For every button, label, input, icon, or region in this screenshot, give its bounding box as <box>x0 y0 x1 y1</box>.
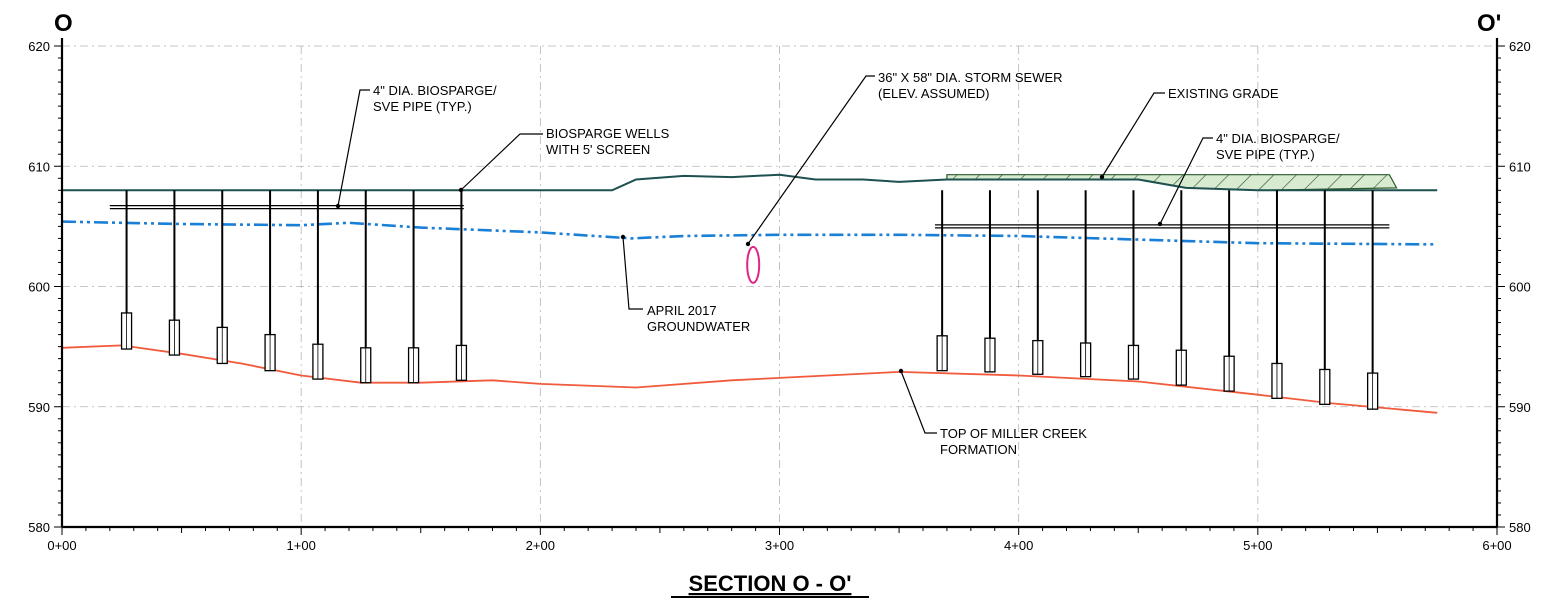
note-pipe-right-line1: 4" DIA. BIOSPARGE/ <box>1216 131 1340 146</box>
note-pipe-left-line1: 4" DIA. BIOSPARGE/ <box>373 83 497 98</box>
note-storm-sewer-line2: (ELEV. ASSUMED) <box>878 86 990 101</box>
note-storm-sewer: 36" X 58" DIA. STORM SEWER (ELEV. ASSUME… <box>878 70 1063 101</box>
svg-text:36" X 58" DIA. STORM SEWER: 36" X 58" DIA. STORM SEWER <box>878 70 1063 85</box>
note-pipe-left-line2: SVE PIPE (TYP.) <box>373 99 472 114</box>
elevation-label-left-1: 590 <box>28 400 50 415</box>
section-right-label: O' <box>1477 10 1501 37</box>
note-wells: BIOSPARGE WELLS WITH 5' SCREEN <box>546 126 670 157</box>
note-groundwater-line2: GROUNDWATER <box>647 319 750 334</box>
existing-grade-line <box>62 173 1438 192</box>
note-storm-sewer-line1: 36" X 58" DIA. STORM SEWER <box>878 70 1063 85</box>
storm-sewer-ellipse <box>746 245 761 284</box>
svg-text:GROUNDWATER: GROUNDWATER <box>647 319 750 334</box>
section-title: SECTION O - O' <box>689 571 852 596</box>
leader-storm-sewer-tip <box>745 241 751 247</box>
fill-hatch-area <box>946 174 1398 191</box>
svg-text:FORMATION: FORMATION <box>940 442 1017 457</box>
formation-line <box>61 344 1438 414</box>
station-label-3: 3+00 <box>765 538 794 553</box>
elevation-label-right-3: 610 <box>1509 159 1531 174</box>
leader-existing-grade-tip <box>1099 174 1105 180</box>
svg-text:EXISTING GRADE: EXISTING GRADE <box>1168 86 1279 101</box>
station-label-1: 1+00 <box>287 538 316 553</box>
svg-text:APRIL 2017: APRIL 2017 <box>647 303 717 318</box>
elevation-label-left-4: 620 <box>28 39 50 54</box>
svg-text:(ELEV. ASSUMED): (ELEV. ASSUMED) <box>878 86 990 101</box>
note-existing-grade: EXISTING GRADE <box>1168 86 1279 101</box>
leader-formation-tip <box>898 368 904 374</box>
elevation-label-right-1: 590 <box>1509 400 1531 415</box>
station-labels: 0+00 1+00 2+00 3+00 4+00 5+00 6+00 <box>47 538 1511 553</box>
leader-pipe-right-tip <box>1157 221 1163 227</box>
elevation-label-right-2: 600 <box>1509 280 1531 295</box>
svg-text:BIOSPARGE WELLS: BIOSPARGE WELLS <box>546 126 670 141</box>
station-label-4: 4+00 <box>1004 538 1033 553</box>
elevation-label-right-0: 580 <box>1509 520 1531 535</box>
note-wells-line2: WITH 5' SCREEN <box>546 142 650 157</box>
station-label-2: 2+00 <box>526 538 555 553</box>
note-pipe-left: 4" DIA. BIOSPARGE/ SVE PIPE (TYP.) <box>373 83 497 114</box>
note-groundwater-line1: APRIL 2017 <box>647 303 717 318</box>
leader-formation <box>900 370 937 434</box>
elevation-label-left-2: 600 <box>28 280 50 295</box>
svg-text:SVE PIPE (TYP.): SVE PIPE (TYP.) <box>373 99 472 114</box>
leader-lines <box>335 75 1213 434</box>
leader-pipe-left-tip <box>335 203 341 209</box>
note-groundwater: APRIL 2017 GROUNDWATER <box>647 303 750 334</box>
station-label-0: 0+00 <box>47 538 76 553</box>
leader-pipe-right <box>1159 137 1213 225</box>
note-formation: TOP OF MILLER CREEK FORMATION <box>940 426 1087 457</box>
grid-lines <box>62 45 1497 527</box>
groundwater-line <box>61 220 1438 246</box>
section-left-label: O <box>54 10 73 37</box>
elevation-label-right-4: 620 <box>1509 39 1531 54</box>
leader-existing-grade <box>1101 92 1165 178</box>
elevation-labels-right: 580 590 600 610 620 <box>1509 39 1531 535</box>
biosparge-wells <box>120 190 1379 410</box>
axes <box>54 38 1505 535</box>
note-formation-line1: TOP OF MILLER CREEK <box>940 426 1087 441</box>
elevation-label-left-3: 610 <box>28 159 50 174</box>
note-existing-grade-line1: EXISTING GRADE <box>1168 86 1279 101</box>
leader-groundwater <box>622 236 643 310</box>
station-label-5: 5+00 <box>1243 538 1272 553</box>
profile-lines <box>61 173 1438 414</box>
svg-text:SVE PIPE (TYP.): SVE PIPE (TYP.) <box>1216 147 1315 162</box>
elevation-labels-left: 580 590 600 610 620 <box>28 39 50 535</box>
svg-text:4" DIA. BIOSPARGE/: 4" DIA. BIOSPARGE/ <box>373 83 497 98</box>
note-formation-line2: FORMATION <box>940 442 1017 457</box>
note-wells-line1: BIOSPARGE WELLS <box>546 126 670 141</box>
station-label-6: 6+00 <box>1482 538 1511 553</box>
note-pipe-right: 4" DIA. BIOSPARGE/ SVE PIPE (TYP.) <box>1216 131 1340 162</box>
svg-text:4" DIA. BIOSPARGE/: 4" DIA. BIOSPARGE/ <box>1216 131 1340 146</box>
leader-wells-tip <box>458 187 464 193</box>
leader-storm-sewer <box>747 75 875 245</box>
leader-pipe-left <box>337 89 370 207</box>
svg-text:TOP OF MILLER CREEK: TOP OF MILLER CREEK <box>940 426 1087 441</box>
svg-text:WITH 5' SCREEN: WITH 5' SCREEN <box>546 142 650 157</box>
leader-wells <box>460 133 543 191</box>
elevation-label-left-0: 580 <box>28 520 50 535</box>
note-pipe-right-line2: SVE PIPE (TYP.) <box>1216 147 1315 162</box>
leader-groundwater-tip <box>620 234 626 240</box>
